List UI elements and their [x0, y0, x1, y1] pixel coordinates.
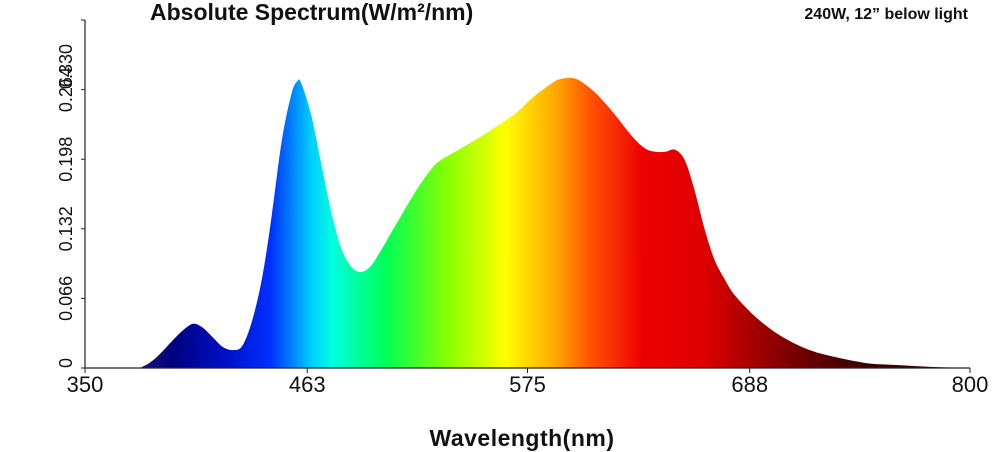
- y-tick-label: 0: [56, 358, 76, 368]
- chart-title: Absolute Spectrum(W/m²/nm): [150, 0, 473, 25]
- x-axis-label: Wavelength(nm): [429, 425, 614, 451]
- x-tick-label: 575: [509, 372, 546, 397]
- y-tick-label: 0.330: [56, 44, 76, 89]
- y-tick-label: 0.066: [56, 276, 76, 321]
- y-tick-label: 0.198: [56, 137, 76, 182]
- x-tick-group: 350 463 575 688 800: [67, 368, 989, 397]
- y-tick-label: 0.264: [56, 67, 76, 112]
- x-tick-label: 688: [731, 372, 768, 397]
- chart-subtitle: 240W, 12” below light: [804, 6, 968, 23]
- x-tick-label: 463: [289, 372, 326, 397]
- x-tick-label: 350: [67, 372, 104, 397]
- y-tick-label: 0.132: [56, 206, 76, 251]
- spectrum-area: [85, 77, 970, 368]
- x-tick-label: 800: [952, 372, 989, 397]
